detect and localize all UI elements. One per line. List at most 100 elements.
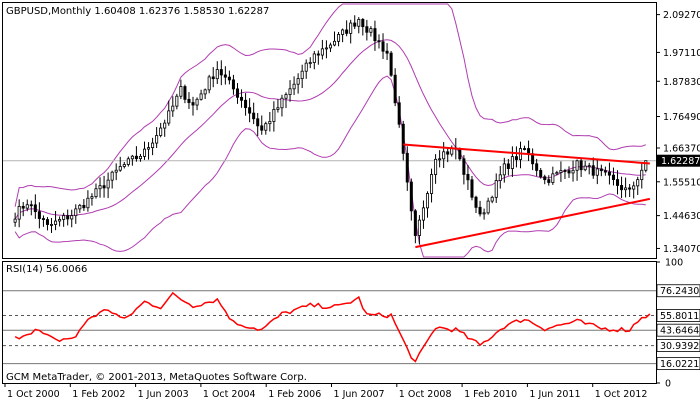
candle-body	[551, 173, 555, 183]
candle-body	[179, 86, 183, 97]
candle-body	[353, 22, 357, 27]
candle-body	[58, 219, 62, 222]
bollinger-middle-band	[14, 39, 646, 220]
candle-body	[90, 196, 94, 199]
price-y-tick-label: 1.76490	[663, 112, 700, 123]
axes: 2.09270 1.97110 1.87830 1.76490 1.66370 1.555…	[4, 10, 700, 400]
candle-body	[199, 93, 203, 100]
candle-body	[276, 107, 280, 110]
bollinger-upper-band	[14, 3, 646, 207]
candle-body	[417, 219, 421, 236]
candle-body	[280, 97, 284, 109]
candle-body	[591, 165, 595, 176]
price-y-tick-label: 2.09270	[663, 10, 700, 21]
candle-body	[110, 171, 114, 181]
rsi-y-tick-label: 30.93923	[660, 341, 700, 352]
candle-body	[304, 62, 308, 72]
candle-body	[244, 99, 248, 109]
rsi-line	[14, 291, 651, 363]
candle-body	[256, 118, 260, 127]
rsi-y-tick-label: 43.64641	[660, 326, 700, 337]
candle-body	[624, 187, 628, 191]
candle-body	[510, 156, 514, 169]
candle-body	[248, 107, 252, 114]
candle-body	[466, 174, 470, 181]
candle-body	[122, 164, 126, 167]
price-y-tick-label: 1.97110	[663, 48, 700, 59]
candle-body	[231, 79, 235, 90]
candle-body	[490, 196, 494, 202]
candle-body	[607, 171, 611, 176]
candle-body	[102, 185, 106, 189]
candle-body	[114, 169, 118, 173]
candle-body	[167, 110, 171, 124]
candle-body	[393, 74, 397, 104]
candle-body	[369, 28, 373, 33]
candle-body	[70, 215, 74, 220]
candle-body	[421, 207, 425, 221]
trendlines	[403, 143, 651, 249]
price-candles	[13, 15, 648, 245]
candle-body	[191, 102, 195, 106]
candle-body	[559, 170, 563, 173]
candle-body	[345, 29, 349, 34]
rsi-level-label-box	[656, 309, 700, 322]
candle-body	[458, 148, 462, 160]
price-panel-frame	[2, 2, 657, 259]
candle-body	[425, 193, 430, 209]
candle-body	[17, 205, 21, 220]
candle-body	[385, 50, 389, 54]
rsi-y-tick-label: 76.24309	[660, 286, 700, 297]
candle-body	[142, 148, 147, 157]
candle-body	[21, 205, 25, 209]
candle-body	[640, 169, 644, 181]
candle-body	[502, 163, 506, 176]
candle-body	[288, 88, 292, 95]
candle-body	[373, 28, 377, 42]
candle-body	[66, 215, 70, 220]
candle-body	[320, 48, 324, 56]
candle-body	[62, 215, 66, 220]
candle-body	[478, 206, 482, 215]
candle-body	[292, 83, 296, 90]
candle-body	[535, 163, 539, 171]
candle-body	[227, 76, 231, 81]
candle-body	[438, 158, 442, 161]
candle-body	[583, 165, 587, 171]
candle-body	[401, 123, 405, 154]
candle-body	[405, 152, 409, 183]
candle-body	[381, 41, 385, 52]
candle-body	[195, 98, 199, 106]
candle-body	[611, 174, 615, 180]
candle-body	[134, 155, 138, 160]
candle-body	[434, 158, 438, 175]
candle-body	[523, 148, 527, 150]
x-tick-label: 1 Feb 2006	[268, 389, 321, 400]
rsi-y-tick-label: 0	[665, 379, 671, 390]
candle-body	[187, 98, 191, 103]
candle-body	[337, 34, 341, 42]
candle-body	[324, 47, 328, 50]
candle-body	[183, 86, 187, 100]
x-tick-label: 1 Oct 2004	[203, 389, 256, 400]
candle-body	[223, 74, 227, 78]
candle-body	[260, 125, 264, 131]
candle-body	[571, 169, 575, 174]
current-price-label-box	[657, 154, 700, 167]
trendline-lower	[415, 197, 651, 249]
x-tick-label: 1 Oct 2008	[399, 389, 452, 400]
rsi-level-label-box	[656, 323, 700, 337]
candle-body	[155, 135, 159, 144]
trendline-upper	[403, 143, 650, 165]
x-tick-label: 1 Oct 2000	[7, 389, 60, 400]
candle-body	[547, 179, 551, 183]
rsi-y-tick-label: 100	[665, 258, 683, 269]
candle-body	[268, 121, 272, 125]
candle-body	[474, 196, 478, 208]
footer-copyright: GCM MetaTrader, © 2001-2013, MetaQuotes …	[6, 372, 307, 383]
candle-body	[126, 158, 130, 165]
candle-body	[13, 218, 17, 223]
candle-body	[106, 179, 110, 189]
candle-body	[29, 204, 33, 207]
candle-body	[130, 155, 134, 160]
